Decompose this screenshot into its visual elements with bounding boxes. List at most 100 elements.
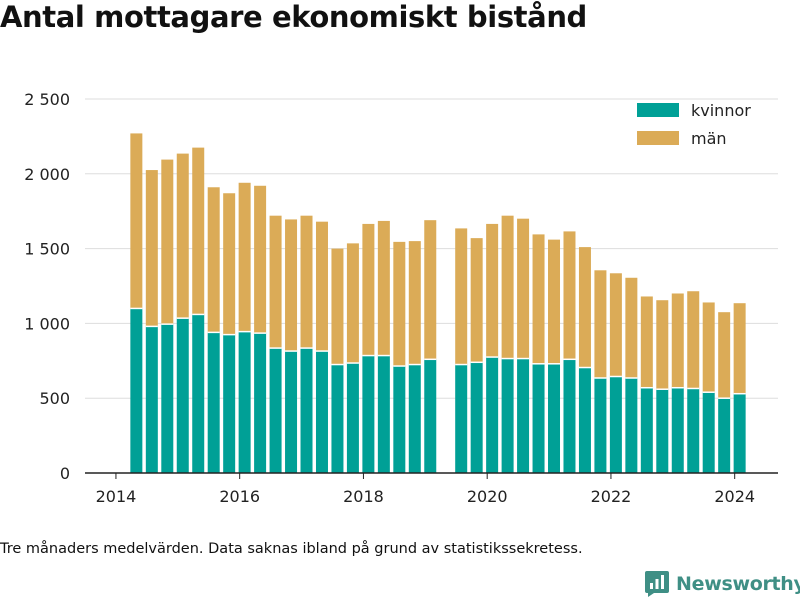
y-tick-label: 2 000	[24, 165, 70, 184]
bar-kvinnor	[254, 333, 267, 473]
bar-kvinnor	[207, 332, 220, 473]
bar-man	[594, 270, 607, 379]
bar-kvinnor	[563, 359, 576, 473]
bar-kvinnor	[578, 367, 591, 473]
bar-man	[346, 243, 359, 364]
y-tick-label: 2 500	[24, 90, 70, 109]
bar-man	[254, 185, 267, 334]
bar-kvinnor	[656, 389, 669, 473]
bar-man	[609, 273, 622, 377]
bar-kvinnor	[269, 348, 282, 473]
y-tick-label: 0	[60, 464, 70, 483]
bar-kvinnor	[640, 387, 653, 473]
bar-kvinnor	[609, 376, 622, 473]
bar-kvinnor	[594, 378, 607, 473]
footnote: Tre månaders medelvärden. Data saknas ib…	[0, 541, 583, 557]
bar-kvinnor	[455, 364, 468, 473]
bar-chart: 0 500 1 000 1 500 2 000 2 500 2014 2016 2018 2020…	[24, 90, 778, 506]
bar-man	[455, 228, 468, 365]
bar-kvinnor	[130, 308, 143, 473]
bar-kvinnor	[346, 363, 359, 473]
bar-man	[470, 238, 483, 363]
x-tick-label: 2022	[591, 487, 632, 506]
bar-kvinnor	[377, 355, 390, 473]
bar-man	[687, 291, 700, 389]
bar-man	[300, 215, 313, 349]
bar-kvinnor	[161, 324, 174, 473]
bar-kvinnor	[145, 326, 158, 473]
x-tick-label: 2016	[219, 487, 260, 506]
bar-kvinnor	[315, 351, 328, 473]
bar-man	[532, 234, 545, 364]
bar-kvinnor	[223, 334, 236, 473]
bar-man	[718, 312, 731, 399]
bar-man	[625, 277, 638, 379]
bar-kvinnor	[192, 314, 205, 473]
bar-kvinnor	[687, 388, 700, 473]
bar-man	[238, 182, 251, 332]
newsworthy-icon	[645, 571, 669, 597]
bar-kvinnor	[733, 393, 746, 473]
bar-kvinnor	[470, 362, 483, 473]
x-tick-label: 2024	[714, 487, 755, 506]
bar-kvinnor	[718, 398, 731, 473]
bar-man	[501, 215, 514, 359]
bar-man	[408, 241, 421, 365]
bar-kvinnor	[548, 363, 561, 473]
legend-label-man: män	[691, 129, 727, 148]
bar-man	[393, 241, 406, 367]
legend-label-kvinnor: kvinnor	[691, 101, 751, 120]
bar-kvinnor	[424, 359, 437, 473]
axes: 0 500 1 000 1 500 2 000 2 500 2014 2016 2018 2020…	[24, 90, 778, 506]
brand-logo[interactable]: Newsworthy	[644, 568, 800, 600]
bar-kvinnor	[486, 357, 499, 473]
bar-man	[161, 159, 174, 325]
bar-kvinnor	[702, 392, 715, 473]
bar-kvinnor	[393, 366, 406, 473]
bar-kvinnor	[362, 355, 375, 473]
bar-man	[145, 170, 158, 327]
bar-man	[285, 219, 298, 352]
bars	[130, 133, 746, 473]
bar-kvinnor	[671, 387, 684, 473]
bar-kvinnor	[532, 363, 545, 473]
bar-man	[176, 153, 189, 319]
bar-man	[733, 303, 746, 394]
bar-man	[269, 215, 282, 349]
bar-man	[640, 296, 653, 388]
bar-man	[192, 147, 205, 315]
bar-man	[656, 300, 669, 390]
bar-kvinnor	[331, 364, 344, 473]
bar-man	[223, 193, 236, 335]
brand-name: Newsworthy	[676, 573, 800, 595]
bar-kvinnor	[285, 351, 298, 473]
bar-man	[671, 293, 684, 388]
bar-man	[207, 187, 220, 333]
bar-man	[362, 223, 375, 356]
bar-kvinnor	[300, 348, 313, 473]
x-tick-label: 2014	[96, 487, 137, 506]
legend-swatch-man	[637, 131, 679, 145]
bar-man	[517, 218, 530, 359]
y-tick-label: 1 500	[24, 240, 70, 259]
legend: kvinnor män	[637, 101, 751, 148]
bar-kvinnor	[517, 358, 530, 473]
bar-man	[315, 221, 328, 352]
bar-man	[130, 133, 143, 309]
legend-swatch-kvinnor	[637, 103, 679, 117]
bar-man	[578, 247, 591, 368]
x-tick-label: 2020	[467, 487, 508, 506]
bar-man	[548, 239, 561, 364]
bar-man	[702, 302, 715, 393]
bar-kvinnor	[238, 331, 251, 473]
bar-man	[486, 223, 499, 358]
bar-man	[377, 220, 390, 356]
chart-title: Antal mottagare ekonomiskt bistånd	[0, 0, 587, 34]
bar-man	[331, 248, 344, 365]
bar-kvinnor	[176, 318, 189, 473]
x-tick-label: 2018	[343, 487, 384, 506]
bar-man	[563, 231, 576, 360]
bar-kvinnor	[408, 364, 421, 473]
y-tick-label: 500	[39, 389, 70, 408]
bar-kvinnor	[501, 358, 514, 473]
